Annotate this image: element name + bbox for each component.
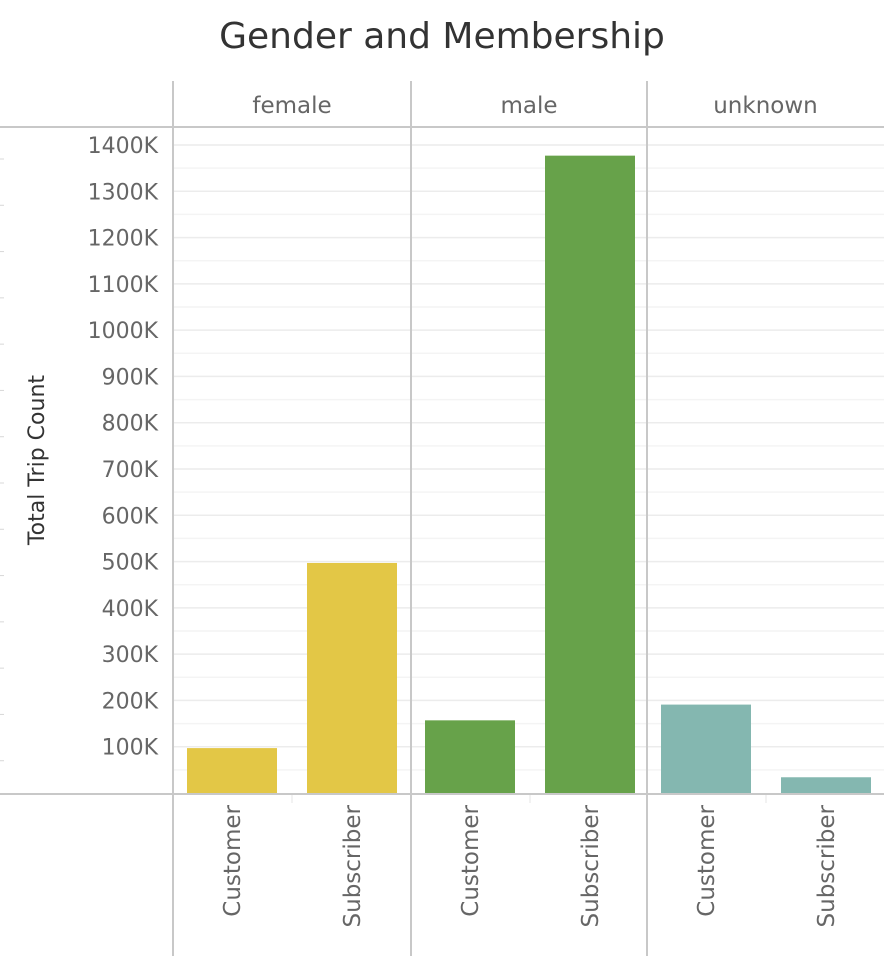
- category-labels: Customer Subscriber Customer Subscriber Cust…: [220, 804, 840, 927]
- panel-label-female: female: [252, 93, 331, 119]
- y-tick-label: 400K: [102, 597, 159, 622]
- y-tick-label: 1100K: [88, 273, 159, 298]
- bars: [187, 155, 871, 793]
- category-label-customer: Customer: [458, 804, 484, 916]
- category-label-subscriber: Subscriber: [340, 804, 366, 927]
- bar-male-subscriber[interactable]: [545, 155, 635, 793]
- panel-label-unknown: unknown: [713, 93, 818, 119]
- y-axis-title: Total Trip Count: [25, 375, 50, 546]
- panel-labels: female male unknown: [252, 93, 817, 119]
- gridlines: [173, 144, 884, 771]
- y-tick-label: 800K: [102, 412, 159, 437]
- y-tick-label: 300K: [102, 643, 159, 668]
- y-tick-label: 100K: [102, 736, 159, 761]
- y-tick-label: 200K: [102, 689, 159, 714]
- y-tick-label: 500K: [102, 551, 159, 576]
- y-tick-label: 1300K: [88, 180, 159, 205]
- bar-unknown-subscriber[interactable]: [781, 777, 871, 793]
- category-label-subscriber: Subscriber: [814, 804, 840, 927]
- y-tick-label: 1200K: [88, 227, 159, 252]
- panel-frame: [0, 81, 884, 956]
- category-label-subscriber: Subscriber: [578, 804, 604, 927]
- bar-female-customer[interactable]: [187, 748, 277, 793]
- y-tick-label: 700K: [102, 458, 159, 483]
- chart-title: Gender and Membership: [219, 16, 665, 57]
- category-label-customer: Customer: [220, 804, 246, 916]
- y-tick-label: 1400K: [88, 134, 159, 159]
- panel-label-male: male: [500, 93, 557, 119]
- category-label-customer: Customer: [694, 804, 720, 916]
- bar-male-customer[interactable]: [425, 720, 515, 793]
- bar-female-subscriber[interactable]: [307, 562, 397, 793]
- y-tick-label: 1000K: [88, 319, 159, 344]
- y-axis-ticks: 100K 200K 300K 400K 500K 600K 700K 800K 900K 1000…: [0, 134, 159, 762]
- y-tick-label: 600K: [102, 504, 159, 529]
- bar-unknown-customer[interactable]: [661, 704, 751, 793]
- y-tick-label: 900K: [102, 365, 159, 390]
